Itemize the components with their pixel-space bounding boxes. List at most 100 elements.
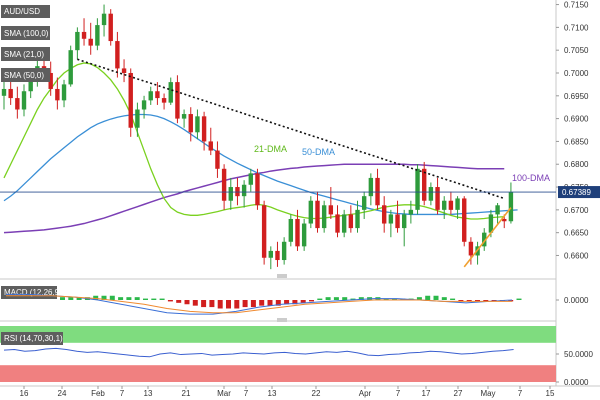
candle-body [101, 13, 107, 26]
candle-body [355, 209, 360, 229]
candle-body [208, 141, 213, 151]
candle-body [502, 218, 507, 222]
candle-body [235, 187, 240, 197]
candle-body [295, 218, 300, 247]
candle-body [368, 177, 374, 197]
x-tick-label: 7 [518, 389, 523, 398]
candle-body [168, 82, 173, 103]
candle-body [348, 214, 354, 229]
candle-body [115, 41, 120, 69]
macd-histogram-bar [300, 300, 306, 303]
y-tick-label: 0.7100 [564, 23, 589, 32]
symbol-label: AUD/USD [4, 7, 40, 16]
candle-body [361, 196, 367, 210]
candle-body [15, 98, 20, 110]
macd-histogram-bar [350, 298, 356, 300]
macd-histogram-bar [275, 300, 281, 306]
x-tick-label: May [480, 389, 495, 398]
candle-body [321, 205, 327, 229]
macd-histogram-bar [292, 300, 298, 305]
resistance-trendline [77, 58, 505, 200]
candle-body [381, 205, 387, 224]
macd-histogram-bar [250, 300, 256, 308]
candle-body [488, 214, 494, 233]
candle-body [81, 31, 87, 39]
macd-histogram-bar [134, 297, 140, 300]
price-tag-label: 0.67389 [562, 188, 591, 197]
macd-histogram-bar [475, 300, 480, 302]
indicator-label: SMA (50,0) [4, 71, 44, 80]
candle-body [335, 214, 340, 233]
candle-body [268, 250, 273, 258]
candle-body [221, 168, 227, 201]
x-tick-label: 13 [268, 389, 277, 398]
y-tick-label: 0.7000 [564, 69, 589, 78]
candle-body [482, 232, 487, 247]
candle-body [388, 214, 394, 224]
macd-histogram-bar [333, 297, 339, 300]
macd-histogram-bar [201, 300, 207, 308]
macd-histogram-bar [143, 298, 148, 300]
macd-histogram-bar [159, 298, 165, 300]
macd-label: MACD (12,26,9) [4, 288, 62, 297]
x-tick-label: 27 [454, 389, 463, 398]
macd-signal-line [6, 295, 512, 314]
macd-histogram-bar [383, 298, 389, 300]
sma-21-line [3, 62, 505, 220]
x-tick-label: Mar [217, 389, 231, 398]
candle-body [341, 214, 347, 233]
x-tick-label: 16 [20, 389, 29, 398]
dma-annotation: 21-DMA [254, 144, 287, 154]
indicator-tag [1, 47, 50, 61]
candle-body [308, 200, 314, 224]
candle-body [188, 114, 193, 133]
macd-histogram-bar [516, 298, 522, 300]
candle-body [275, 250, 280, 261]
symbol-tag [1, 5, 50, 18]
x-tick-label: 7 [244, 389, 249, 398]
y-tick-label: 0.6850 [564, 137, 589, 146]
macd-histogram-bar [101, 295, 107, 300]
candle-body [455, 198, 460, 210]
candle-body [408, 209, 414, 215]
macd-histogram-bar [184, 300, 190, 305]
macd-histogram-bar [425, 295, 431, 300]
candle-body [95, 25, 100, 46]
candle-body [135, 109, 140, 128]
rsi-overbought-zone [0, 326, 556, 343]
candle-body [195, 116, 200, 133]
indicator-label: SMA (100,0) [4, 29, 49, 38]
macd-histogram-bar [217, 300, 223, 309]
price-tag-box [558, 186, 600, 199]
macd-histogram-bar [259, 300, 265, 306]
x-tick-label: 7 [120, 389, 125, 398]
rsi-tick-label: 50.0000 [564, 350, 593, 359]
rsi-oversold-zone [0, 365, 556, 382]
candle-body [422, 168, 427, 201]
pane-resize-handle [277, 274, 287, 278]
candle-body [148, 91, 153, 101]
macd-histogram-bar [416, 297, 422, 300]
y-tick-label: 0.6900 [564, 115, 589, 124]
candle-body [55, 88, 60, 101]
y-tick-label: 0.6700 [564, 206, 589, 215]
rsi-line [3, 347, 514, 358]
macd-histogram-bar [433, 295, 439, 300]
y-tick-label: 0.7050 [564, 46, 589, 55]
candle-body [468, 241, 474, 256]
candle-body [28, 77, 33, 92]
x-tick-label: 17 [422, 389, 431, 398]
sma-100-line [3, 163, 505, 234]
macd-histogram-bar [317, 298, 323, 300]
candle-body [201, 116, 207, 142]
macd-histogram-bar [392, 298, 397, 300]
macd-histogram-bar [483, 300, 489, 302]
y-tick-label: 0.6950 [564, 92, 589, 101]
rsi-tag [1, 332, 63, 345]
macd-histogram-bar [466, 300, 472, 302]
x-tick-label: 24 [58, 389, 67, 398]
candle-body [121, 68, 127, 73]
x-tick-label: Feb [91, 389, 105, 398]
